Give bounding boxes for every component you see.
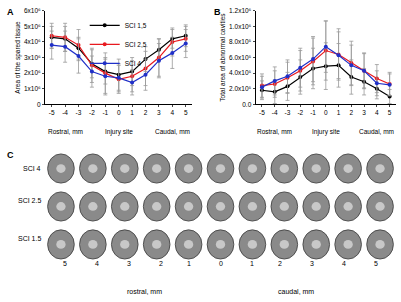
svg-text:2: 2 — [350, 109, 354, 116]
svg-text:-4: -4 — [62, 109, 68, 116]
svg-text:Injury site: Injury site — [312, 128, 340, 136]
svg-text:5: 5 — [184, 109, 188, 116]
svg-text:3x10⁶: 3x10⁶ — [24, 54, 41, 61]
svg-text:0: 0 — [324, 109, 328, 116]
svg-text:6x10⁶: 6x10⁶ — [24, 7, 41, 14]
svg-text:caudal, mm: caudal, mm — [278, 288, 314, 295]
svg-text:0: 0 — [37, 101, 41, 108]
svg-text:4: 4 — [95, 260, 99, 267]
svg-text:3: 3 — [157, 109, 161, 116]
svg-text:Total area of abnormal cavitie: Total area of abnormal cavities — [219, 13, 226, 102]
svg-text:1.2x10⁶: 1.2x10⁶ — [229, 7, 252, 14]
svg-text:3: 3 — [310, 260, 314, 267]
svg-text:Injury site: Injury site — [105, 128, 133, 136]
svg-text:5: 5 — [374, 260, 378, 267]
svg-text:SCI 1.5: SCI 1.5 — [18, 235, 41, 242]
svg-text:0: 0 — [219, 260, 223, 267]
svg-text:-2: -2 — [297, 109, 303, 116]
svg-text:-1: -1 — [102, 109, 108, 116]
svg-text:-5: -5 — [259, 109, 265, 116]
svg-text:4x10⁶: 4x10⁶ — [24, 38, 41, 45]
svg-text:Caudal, mm: Caudal, mm — [155, 128, 190, 135]
svg-text:rostral, mm: rostral, mm — [127, 288, 162, 295]
svg-text:3: 3 — [127, 260, 131, 267]
svg-text:SCI 1,5: SCI 1,5 — [125, 22, 147, 29]
svg-text:1: 1 — [130, 109, 134, 116]
svg-text:2.0x10⁵: 2.0x10⁵ — [229, 85, 252, 92]
svg-text:Rostral, mm: Rostral, mm — [257, 128, 292, 135]
svg-text:-3: -3 — [76, 109, 82, 116]
svg-text:-4: -4 — [272, 109, 278, 116]
svg-text:SCI 2,5: SCI 2,5 — [125, 41, 147, 48]
svg-text:4: 4 — [342, 260, 346, 267]
svg-text:5: 5 — [63, 260, 67, 267]
svg-text:-2: -2 — [89, 109, 95, 116]
svg-text:1.0x10⁶: 1.0x10⁶ — [229, 23, 252, 30]
svg-text:5: 5 — [388, 109, 392, 116]
svg-text:6.0x10⁵: 6.0x10⁵ — [229, 54, 252, 61]
svg-text:4: 4 — [375, 109, 379, 116]
svg-text:SCI 2.5: SCI 2.5 — [18, 197, 41, 204]
svg-text:C: C — [7, 150, 14, 160]
svg-text:2: 2 — [159, 260, 163, 267]
svg-text:-3: -3 — [285, 109, 291, 116]
svg-text:1: 1 — [337, 109, 341, 116]
svg-text:1: 1 — [187, 260, 191, 267]
svg-text:Caudal, mm: Caudal, mm — [359, 128, 394, 135]
svg-text:4.0x10⁵: 4.0x10⁵ — [229, 69, 252, 76]
svg-text:0.0: 0.0 — [242, 101, 251, 108]
svg-text:5x10⁶: 5x10⁶ — [24, 23, 41, 30]
svg-text:1x10⁶: 1x10⁶ — [24, 85, 41, 92]
svg-text:8.0x10⁵: 8.0x10⁵ — [229, 38, 252, 45]
svg-text:4: 4 — [171, 109, 175, 116]
svg-text:2: 2 — [144, 109, 148, 116]
svg-text:2x10⁶: 2x10⁶ — [24, 69, 41, 76]
svg-text:-1: -1 — [310, 109, 316, 116]
svg-text:B: B — [214, 7, 221, 17]
svg-text:A: A — [7, 7, 14, 17]
svg-text:3: 3 — [362, 109, 366, 116]
svg-text:Rostral, mm: Rostral, mm — [48, 128, 83, 135]
svg-text:SCI 4: SCI 4 — [23, 165, 41, 172]
svg-text:2: 2 — [278, 260, 282, 267]
svg-text:Area of the spared tissue: Area of the spared tissue — [14, 21, 22, 94]
svg-text:-5: -5 — [49, 109, 55, 116]
svg-text:1: 1 — [250, 260, 254, 267]
svg-text:SCI 4: SCI 4 — [125, 60, 142, 67]
svg-text:0: 0 — [117, 109, 121, 116]
